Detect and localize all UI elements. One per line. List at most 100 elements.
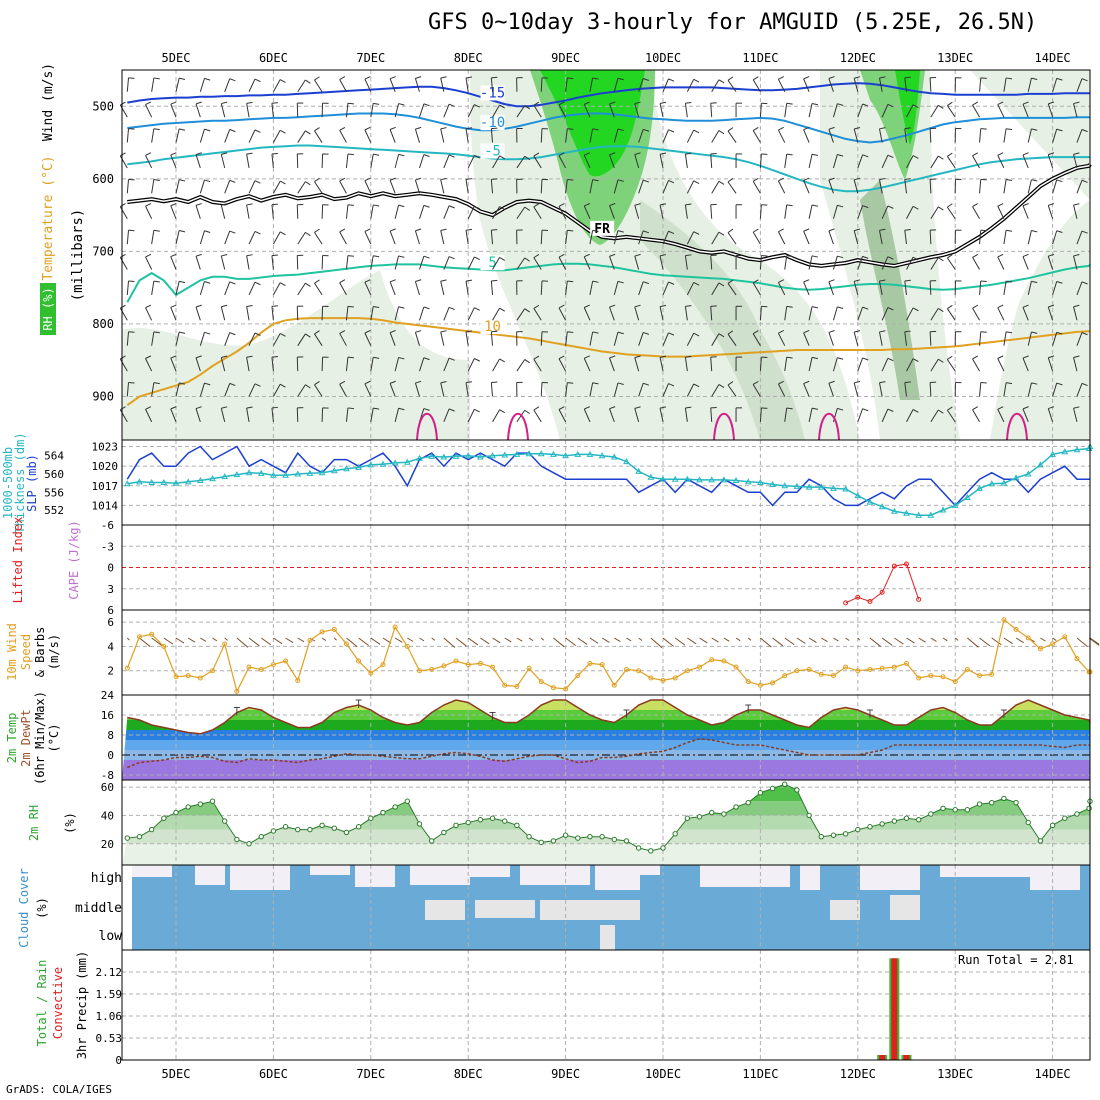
y-tick-label: 900 bbox=[92, 389, 114, 403]
wind-barb bbox=[533, 206, 542, 219]
wind-barb bbox=[832, 357, 838, 372]
rh-marker bbox=[684, 815, 691, 821]
temp-band bbox=[122, 720, 1090, 730]
wind-barb bbox=[930, 637, 937, 642]
lifted-index-marker bbox=[867, 599, 873, 604]
wind-barb bbox=[347, 305, 354, 308]
wind-barb bbox=[906, 155, 914, 169]
wind-barb bbox=[151, 280, 155, 295]
contour-label-bg bbox=[480, 319, 505, 335]
wind-barb bbox=[540, 179, 543, 194]
wind-barb bbox=[339, 79, 347, 93]
wind-barb bbox=[175, 230, 180, 245]
rh-shading-high bbox=[540, 70, 645, 177]
wind-barb bbox=[246, 407, 250, 422]
wind-barb bbox=[617, 331, 624, 335]
wind-barb bbox=[710, 204, 713, 219]
wind-barb bbox=[492, 104, 500, 118]
wind-barb bbox=[389, 126, 396, 130]
wind-barb bbox=[752, 231, 761, 245]
wind-barb bbox=[997, 155, 1005, 169]
thickness-marker bbox=[257, 469, 265, 476]
precip-convective-bar bbox=[891, 958, 898, 1060]
wind-barb bbox=[389, 383, 396, 397]
thickness-marker bbox=[696, 476, 703, 483]
wind-barb bbox=[345, 153, 349, 168]
wind-barb bbox=[862, 357, 869, 361]
rh-marker bbox=[441, 829, 447, 836]
wind-barb bbox=[373, 356, 380, 359]
wind-barb bbox=[828, 383, 834, 397]
wind-barb bbox=[777, 282, 786, 296]
wind-barb bbox=[759, 407, 762, 422]
y-axis-label-part: (millibars) bbox=[70, 209, 86, 302]
wind-barb bbox=[389, 380, 396, 384]
wind-speed-marker bbox=[977, 673, 983, 679]
wind-barb bbox=[440, 177, 447, 181]
wind-barb bbox=[1027, 179, 1032, 194]
wind-barb bbox=[236, 637, 249, 648]
wind-barb bbox=[490, 331, 494, 346]
wind-barb bbox=[747, 637, 752, 641]
wind-barb bbox=[991, 637, 1002, 646]
rh-marker bbox=[721, 811, 727, 817]
wind-barb bbox=[938, 104, 944, 109]
wind-barb bbox=[567, 229, 574, 232]
wind-barb bbox=[151, 128, 155, 143]
rh-marker bbox=[368, 815, 374, 821]
y-tick-label: 4 bbox=[107, 640, 114, 653]
temperature-line bbox=[127, 699, 1091, 735]
rh-marker bbox=[1074, 811, 1080, 817]
wind-barb bbox=[347, 204, 354, 206]
wind-barb bbox=[912, 307, 919, 312]
wind-barb bbox=[881, 256, 889, 270]
wind-barb bbox=[752, 127, 759, 131]
wind-barb bbox=[271, 305, 278, 307]
wind-barb bbox=[1015, 637, 1024, 644]
wind-barb bbox=[638, 230, 644, 245]
wind-barb bbox=[271, 153, 274, 168]
rh-marker bbox=[830, 832, 837, 838]
wind-barb bbox=[465, 230, 469, 245]
cloud-gap bbox=[122, 865, 132, 950]
wind-barb bbox=[179, 128, 186, 131]
wind-barb bbox=[684, 255, 688, 270]
rh-marker bbox=[891, 818, 898, 824]
wind-speed-marker bbox=[1001, 617, 1007, 623]
wind-barb bbox=[389, 329, 396, 334]
wind-barb bbox=[947, 406, 953, 411]
wind-barb bbox=[394, 154, 400, 169]
wind-barb bbox=[221, 101, 228, 105]
wind-barb bbox=[980, 229, 987, 232]
wind-barb bbox=[980, 280, 987, 282]
wind-barb bbox=[837, 154, 844, 157]
wind-speed-marker bbox=[1074, 656, 1080, 662]
wind-barb bbox=[440, 279, 447, 282]
wind-barb bbox=[145, 205, 153, 219]
rh-marker bbox=[197, 801, 204, 807]
wind-barb bbox=[752, 79, 761, 93]
wind-barb bbox=[499, 256, 505, 261]
wind-barb bbox=[474, 205, 480, 210]
wind-barb bbox=[592, 331, 599, 334]
wind-barb bbox=[175, 331, 180, 346]
wind-barb bbox=[727, 181, 737, 194]
wind-barb bbox=[271, 204, 274, 219]
wind-barb bbox=[878, 281, 883, 295]
x-tick-label-top: 7DEC bbox=[356, 51, 385, 65]
wind-barb bbox=[314, 381, 320, 386]
wind-barb bbox=[491, 279, 498, 282]
wind-barb bbox=[1031, 179, 1038, 182]
y-tick-label: 6 bbox=[107, 604, 114, 617]
wind-barb bbox=[558, 101, 565, 106]
wind-barb bbox=[853, 78, 859, 92]
thickness-marker bbox=[732, 477, 740, 484]
wind-barb bbox=[613, 179, 619, 194]
wind-barb bbox=[221, 406, 228, 409]
wind-barb bbox=[540, 280, 543, 295]
wind-barb bbox=[398, 204, 405, 208]
rh-marker bbox=[782, 781, 788, 787]
wind-barb bbox=[248, 129, 256, 143]
wind-barb bbox=[491, 381, 498, 384]
